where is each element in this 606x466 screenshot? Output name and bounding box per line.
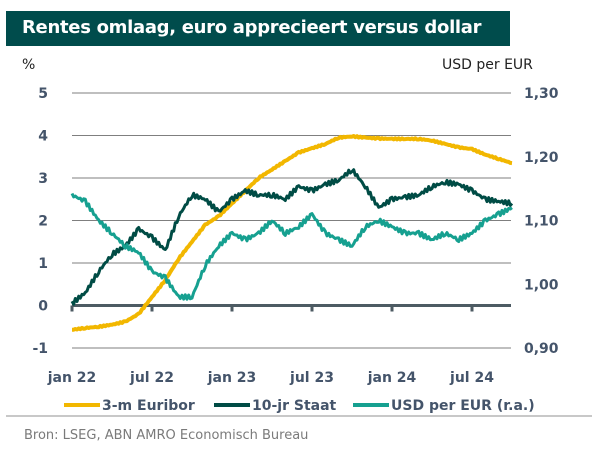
source-note: Bron: LSEG, ABN AMRO Economisch Bureau <box>24 428 309 443</box>
source-divider <box>6 415 592 417</box>
legend-label-staat: 10-jr Staat <box>252 398 337 414</box>
left-axis-unit: % <box>22 57 36 73</box>
y-tick-right: 1,00 <box>524 277 559 293</box>
y-tick-left: -1 <box>32 341 48 357</box>
y-tick-right: 1,10 <box>524 214 559 230</box>
x-tick-label: jul 23 <box>289 370 334 386</box>
y-tick-left: 2 <box>38 214 48 230</box>
y-tick-left: 3 <box>38 171 48 187</box>
y-tick-left: 0 <box>38 299 48 315</box>
series-line-staat <box>70 168 514 306</box>
x-tick-label: jul 24 <box>449 370 494 386</box>
right-axis-unit: USD per EUR <box>442 57 533 73</box>
legend-label-euribor: 3-m Euribor <box>102 398 195 414</box>
chart-title: Rentes omlaag, euro apprecieert versus d… <box>22 17 482 38</box>
series-line-usd <box>70 192 513 301</box>
y-tick-right: 1,20 <box>524 150 559 166</box>
chart-title-bar: Rentes omlaag, euro apprecieert versus d… <box>6 11 510 46</box>
y-tick-right: 0,90 <box>524 341 559 357</box>
x-tick-label: jan 23 <box>207 370 257 386</box>
x-tick-label: jul 22 <box>129 370 174 386</box>
y-tick-left: 5 <box>38 86 48 102</box>
x-tick-label: jan 22 <box>47 370 97 386</box>
y-tick-right: 1,30 <box>524 86 559 102</box>
legend-label-usd: USD per EUR (r.a.) <box>391 398 535 414</box>
y-tick-left: 1 <box>38 256 48 272</box>
series-line-euribor <box>71 134 513 332</box>
y-tick-left: 4 <box>38 129 48 145</box>
x-tick-label: jan 24 <box>367 370 417 386</box>
